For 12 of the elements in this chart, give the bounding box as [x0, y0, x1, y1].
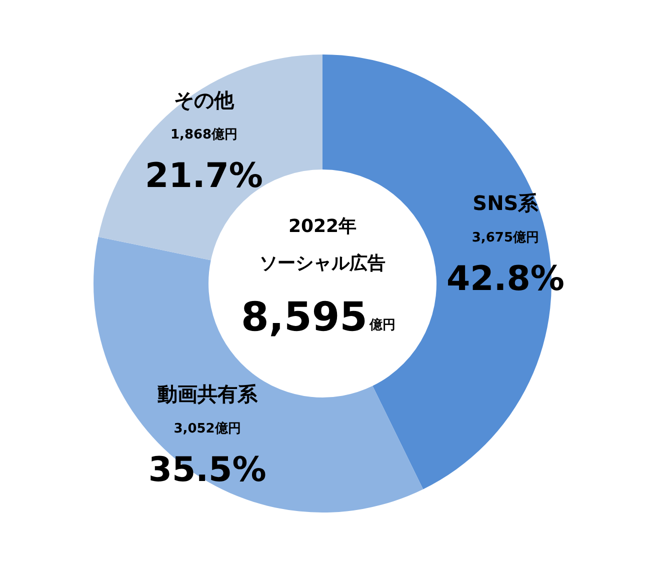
slice-label: その他 — [174, 88, 236, 112]
slice-label: SNS系 — [472, 191, 540, 216]
text: ソーシャル広告 — [260, 253, 386, 274]
text: 8,595 — [240, 294, 368, 340]
data-label: 3,052億円 — [174, 420, 241, 436]
slice-label: 動画共有系 — [156, 382, 258, 406]
text: 21.7% — [145, 156, 264, 196]
text: 35.5% — [148, 450, 266, 490]
data-label: 3,675億円 — [472, 230, 540, 246]
text: 2022年 — [288, 216, 357, 237]
data-label: 1,868億円 — [170, 126, 238, 142]
text: 億円 — [368, 317, 396, 333]
